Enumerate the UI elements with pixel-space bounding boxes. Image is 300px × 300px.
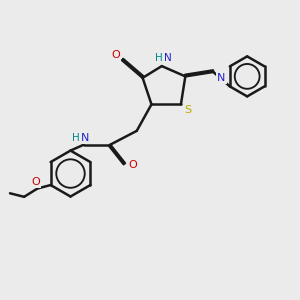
Text: H: H xyxy=(72,133,80,143)
Text: N: N xyxy=(218,73,226,83)
Text: N: N xyxy=(81,133,89,143)
Text: O: O xyxy=(32,177,40,187)
Text: N: N xyxy=(164,53,172,63)
Text: S: S xyxy=(184,105,191,115)
Text: O: O xyxy=(129,160,138,170)
Text: O: O xyxy=(112,50,121,60)
Text: H: H xyxy=(155,53,163,63)
